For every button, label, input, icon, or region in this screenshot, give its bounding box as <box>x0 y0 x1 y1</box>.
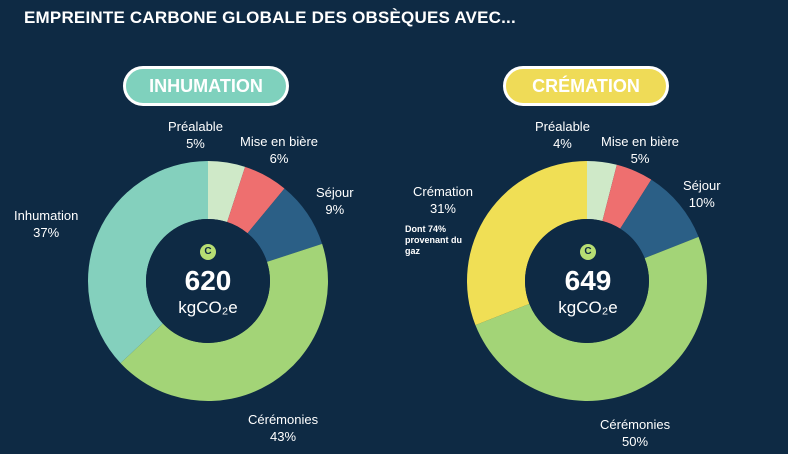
inh-label-inhumation: Inhumation 37% <box>14 208 79 240</box>
page-title: EMPREINTE CARBONE GLOBALE DES OBSÈQUES A… <box>24 8 516 27</box>
cre-slice-3 <box>475 236 707 402</box>
cre-slice-1 <box>602 164 652 229</box>
inh-slice-0 <box>208 161 246 223</box>
cre-label-ceremonies: Cérémonies 50% <box>600 417 671 449</box>
inh-label-prealable: Préalable 5% <box>168 119 223 151</box>
carbon-badge-icon: C <box>580 244 596 260</box>
inh-slice-1 <box>227 166 285 234</box>
cre-label-sejour: Séjour 10% <box>683 178 721 210</box>
inhumation-pill: INHUMATION <box>123 66 289 106</box>
inh-total-value: 620 <box>184 265 232 296</box>
cremation-pill: CRÉMATION <box>503 66 669 106</box>
inh-label-mise-en-biere: Mise en bière 6% <box>240 134 319 166</box>
infographic-panel: EMPREINTE CARBONE GLOBALE DES OBSÈQUES A… <box>0 0 788 454</box>
inh-slice-4 <box>87 161 208 364</box>
inh-donut-hole <box>146 219 270 343</box>
cre-donut-hole <box>525 219 649 343</box>
inh-slice-3 <box>120 243 328 401</box>
cre-total-value: 649 <box>564 265 612 296</box>
inh-total-unit: kgCO₂e <box>178 298 238 317</box>
cre-total-unit: kgCO₂e <box>558 298 618 317</box>
carbon-badge-icon: C <box>200 244 216 260</box>
cre-slice-0 <box>587 161 617 221</box>
cre-label-prealable: Préalable 4% <box>535 119 590 151</box>
cre-slice-4 <box>467 161 587 326</box>
cre-slice-2 <box>620 179 699 259</box>
cre-label-mise-en-biere: Mise en bière 5% <box>601 134 680 166</box>
inh-label-ceremonies: Cérémonies 43% <box>248 412 319 444</box>
inh-label-sejour: Séjour 9% <box>316 185 354 217</box>
donut-charts <box>87 161 707 402</box>
cre-label-cremation: Crémation 31% <box>413 184 473 216</box>
inh-slice-2 <box>247 188 323 262</box>
cre-gas-note: Dont 74% provenant du gaz <box>405 224 463 256</box>
